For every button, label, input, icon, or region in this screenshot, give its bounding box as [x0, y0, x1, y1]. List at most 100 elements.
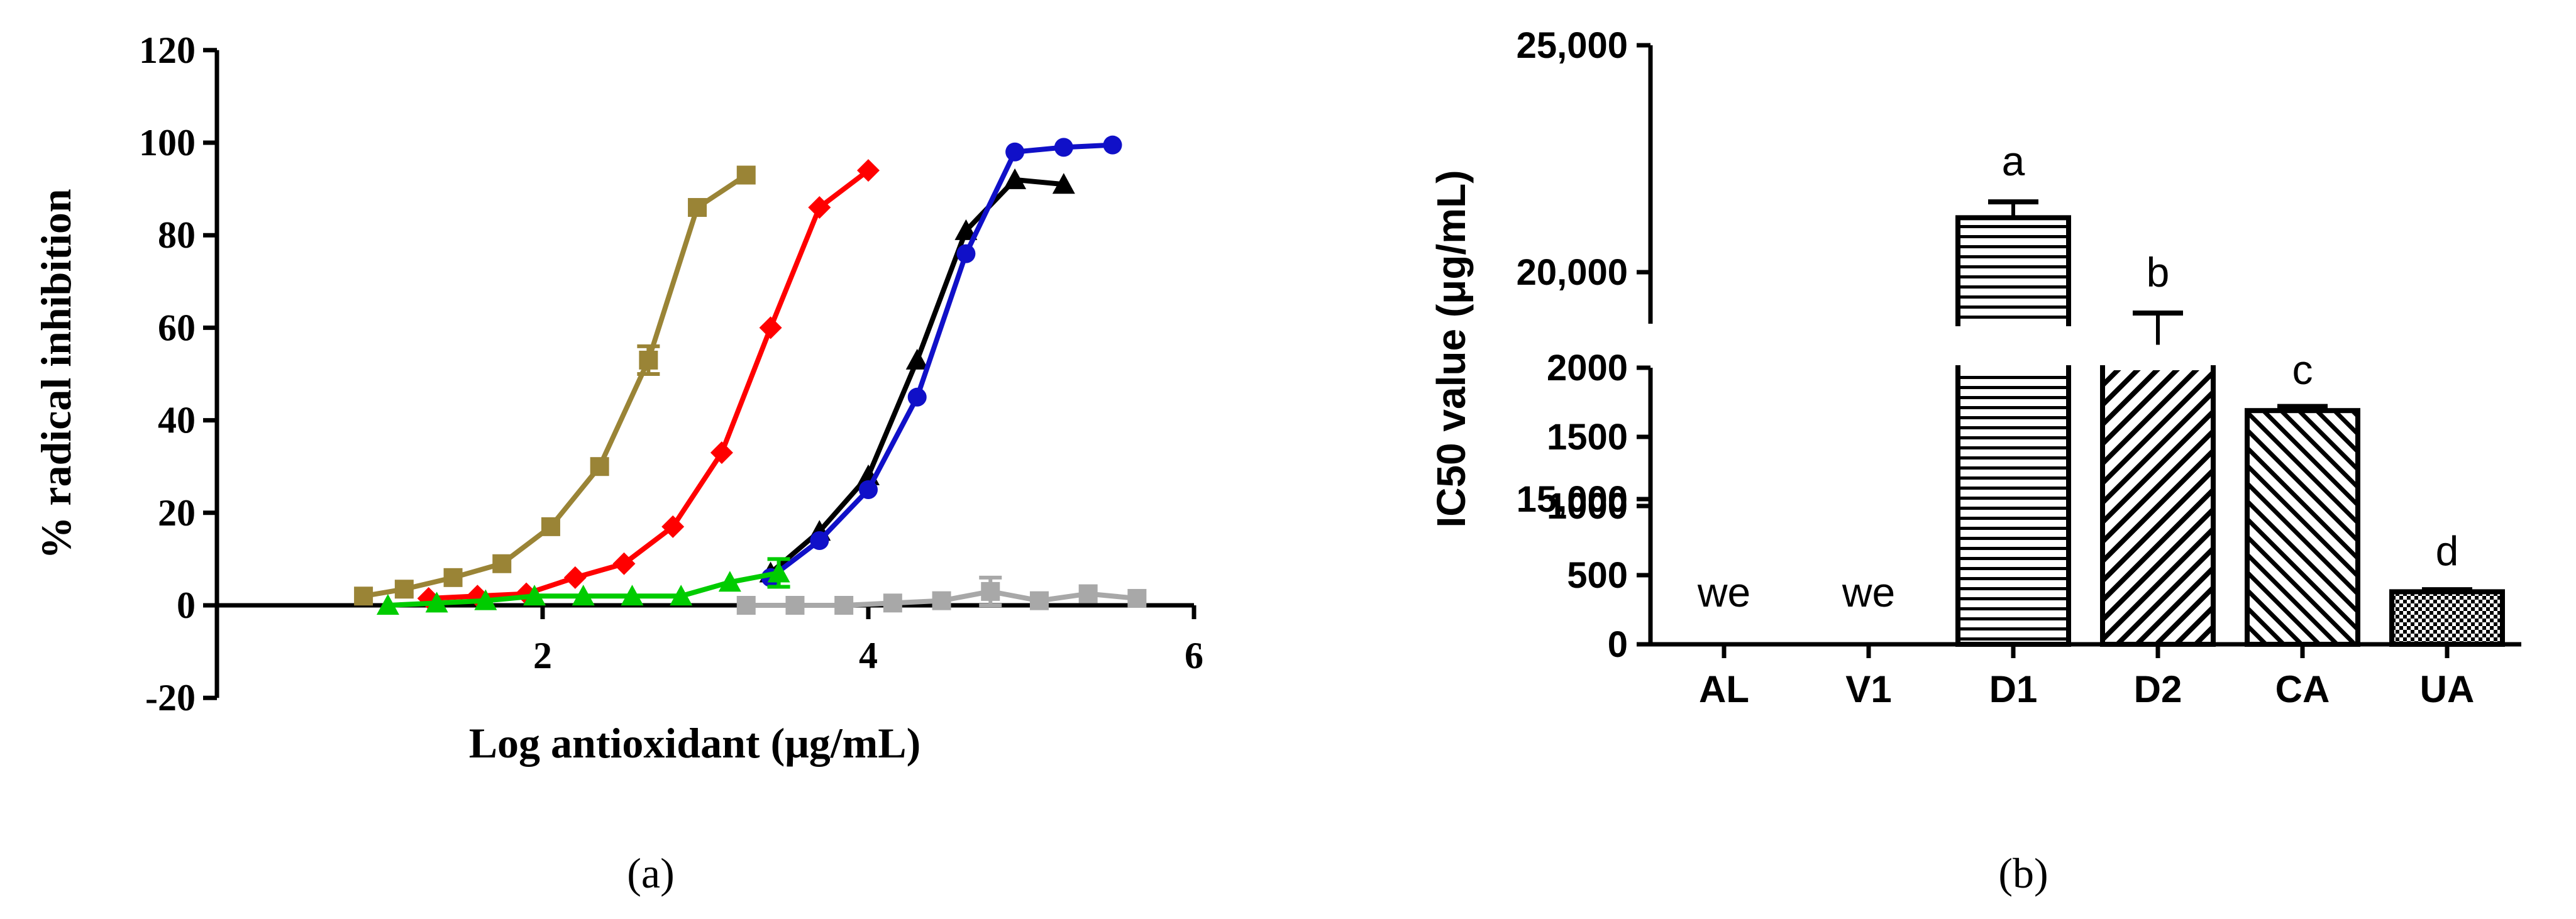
- chart-b-y-tick-label: 20,000: [1517, 252, 1628, 293]
- data-point-gray-squares: [785, 596, 805, 615]
- chart-b-y-tick-label: 2000: [1547, 348, 1628, 388]
- data-point-gray-squares: [834, 596, 854, 615]
- bar-break-gap-D2: [2105, 364, 2211, 370]
- chart-a-x-tick-label: 2: [533, 635, 552, 676]
- series-green-triangles: [376, 557, 790, 615]
- data-point-black-triangles: [1052, 173, 1075, 194]
- data-point-green-triangles: [474, 589, 497, 610]
- chart-a-x-tick-label: 6: [1185, 635, 1203, 676]
- data-point-green-triangles: [767, 561, 790, 583]
- data-point-black-triangles: [1003, 168, 1027, 189]
- data-point-green-triangles: [572, 585, 595, 606]
- bar-chart-panel-b: 0 500 1000 1500 2000 15,000 20,000 25,000 we we a…: [1429, 25, 2521, 897]
- chart-a-y-tick-label: 0: [177, 585, 196, 626]
- data-point-brown-squares: [443, 568, 463, 587]
- bar-letter-D2: b: [2147, 249, 2170, 295]
- data-point-brown-squares: [541, 517, 560, 536]
- panel-label-b: (b): [1998, 849, 2048, 897]
- data-point-red-diamonds: [857, 159, 880, 182]
- chart-b-x-tick-label: AL: [1699, 668, 1749, 710]
- chart-a-y-tick-label: 40: [158, 400, 196, 441]
- series-blue-circles: [761, 135, 1122, 587]
- chart-b-y-tick-label: 500: [1567, 555, 1628, 596]
- series-line-black-triangles: [769, 177, 1064, 575]
- chart-b-x-tick-label: D1: [1989, 668, 2038, 710]
- data-point-gray-squares: [883, 593, 902, 613]
- chart-a-x-tick-label: 4: [859, 635, 878, 676]
- bar-UA: d: [2389, 527, 2505, 647]
- bar-letter-CA: c: [2292, 346, 2313, 393]
- data-point-black-triangles: [905, 348, 929, 370]
- chart-a-series-group: [354, 135, 1147, 615]
- chart-b-x-tick-label: D2: [2134, 668, 2182, 710]
- series-line-red-diamonds: [428, 168, 870, 601]
- chart-a-y-tick-label: 60: [158, 307, 196, 348]
- chart-a-y-axis-label: % radical inhibition: [32, 189, 80, 559]
- bar-letter-UA: d: [2436, 527, 2459, 574]
- bar-D2: b: [2100, 249, 2216, 647]
- bar-break-gap-D1: [1960, 364, 2066, 370]
- chart-a-x-axis-label: Log antioxidant (μg/mL): [469, 719, 921, 767]
- data-point-blue-circles: [1054, 138, 1073, 157]
- bar-D1: a: [1955, 138, 2071, 647]
- series-brown-squares: [354, 165, 756, 606]
- data-point-blue-circles: [1103, 135, 1122, 155]
- data-point-black-triangles: [954, 219, 978, 240]
- chart-b-y-ticks: 0 500 1000 1500 2000 15,000 20,000 25,000: [1517, 25, 1650, 665]
- chart-b-x-tick-label: UA: [2420, 668, 2475, 710]
- data-point-red-diamonds: [612, 552, 636, 575]
- data-point-red-diamonds: [808, 196, 831, 219]
- data-point-brown-squares: [639, 350, 658, 370]
- chart-b-y-axis-label: IC50 value (μg/mL): [1429, 170, 1474, 527]
- data-point-green-triangles: [425, 592, 448, 613]
- chart-b-x-tick-label: V1: [1845, 668, 1891, 710]
- data-point-gray-squares: [932, 591, 951, 610]
- chart-b-y-tick-label: 15,000: [1517, 479, 1628, 520]
- chart-a-y-tick-label: 20: [158, 492, 196, 534]
- data-point-gray-squares: [1127, 588, 1147, 608]
- chart-b-y-tick-label: 1500: [1547, 417, 1628, 458]
- bar-AL: we: [1697, 569, 1750, 615]
- bar-rect-UA: [2389, 589, 2505, 647]
- chart-b-x-tick-label: CA: [2275, 668, 2330, 710]
- bar-rect-CA: [2245, 408, 2360, 647]
- data-point-gray-squares: [1029, 591, 1049, 610]
- chart-b-bars-group: we we a b c d: [1697, 138, 2505, 647]
- series-gray-squares: [736, 575, 1147, 615]
- series-black-triangles: [759, 168, 1075, 583]
- panel-label-a: (a): [627, 849, 674, 897]
- bar-letter-D1: a: [2002, 138, 2025, 184]
- bar-rect-lower-D1: [1955, 365, 2071, 647]
- data-point-brown-squares: [688, 198, 707, 217]
- chart-b-y-tick-label: 0: [1608, 624, 1628, 665]
- data-point-green-triangles: [523, 585, 546, 606]
- bar-rect-lower-D2: [2100, 365, 2216, 647]
- data-point-red-diamonds: [661, 515, 685, 538]
- bar-CA: c: [2245, 346, 2360, 647]
- data-point-brown-squares: [394, 580, 414, 599]
- bar-break-gap-D1: [1960, 321, 2066, 327]
- line-chart-panel-a: -20 0 20 40 60 80 100 120 2 4 6 % radical inhibit…: [32, 30, 1203, 897]
- chart-b-axes: [1648, 45, 2521, 647]
- data-point-blue-circles: [810, 531, 829, 550]
- data-point-brown-squares: [354, 586, 373, 606]
- bar-rect-upper-D1: [1955, 215, 2071, 326]
- data-point-brown-squares: [590, 457, 609, 476]
- data-point-red-diamonds: [759, 316, 782, 339]
- bar-letter-AL: we: [1697, 569, 1750, 615]
- data-point-green-triangles: [621, 585, 644, 606]
- chart-b-x-ticks: AL V1 D1 D2 CA UA: [1699, 644, 2474, 710]
- data-point-gray-squares: [736, 596, 756, 615]
- data-point-blue-circles: [1005, 142, 1025, 162]
- data-point-blue-circles: [859, 480, 878, 499]
- data-point-red-diamonds: [710, 441, 733, 465]
- data-point-green-triangles: [718, 571, 741, 592]
- chart-a-y-tick-label: 80: [158, 214, 196, 256]
- chart-b-y-tick-label: 1000: [1547, 486, 1628, 527]
- data-point-blue-circles: [907, 387, 927, 407]
- data-point-green-triangles: [670, 585, 693, 606]
- chart-a-y-tick-label: 120: [139, 30, 196, 71]
- chart-a-x-ticks: 2 4 6: [533, 605, 1203, 676]
- chart-a-y-tick-label: -20: [145, 677, 196, 718]
